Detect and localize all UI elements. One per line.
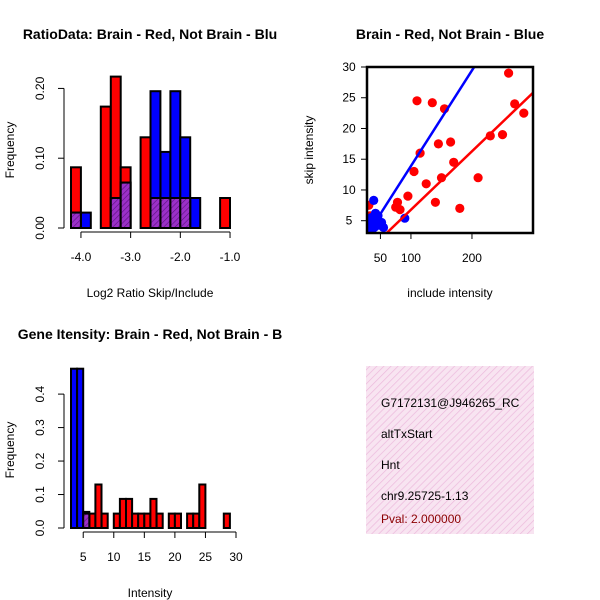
y-tick-label: 0.0 [33, 519, 47, 536]
histogram-bar-not-brain [76, 367, 85, 530]
histogram-bar-brain [139, 136, 152, 229]
info-panel: G7172131@J946265_RC altTxStart Hnt chr9.… [366, 366, 534, 534]
scatter-point-brain [473, 173, 483, 183]
pval-text: Pval: 2.000000 [381, 512, 461, 526]
x-axis-label: Intensity [128, 586, 173, 600]
histogram-bar-brain [222, 512, 231, 529]
y-tick-label: 0.00 [33, 216, 47, 240]
y-tick-label: 5 [346, 214, 353, 228]
y-tick-label: 20 [342, 121, 356, 135]
scatter-point-brain [409, 166, 419, 177]
plot-frame [365, 65, 535, 235]
scatter-point-not-brain [378, 222, 389, 233]
scatter-point-brain [504, 68, 514, 78]
chart-title: Brain - Red, Not Brain - Blue [356, 26, 544, 42]
scatter-point-brain [455, 203, 465, 213]
histogram-bar-not-brain [79, 211, 92, 230]
scatter-point-brain [392, 197, 403, 207]
scatter-point-brain [446, 137, 456, 147]
histogram-bar-overlap [179, 197, 192, 229]
x-axis-label: Log2 Ratio Skip/Include [87, 286, 214, 300]
histogram-bar-brain [149, 497, 158, 529]
gene-name-text: Hnt [381, 458, 400, 472]
scatter-point-brain [497, 130, 508, 140]
histogram-bar-overlap [70, 211, 82, 230]
scatter-point-brain [510, 99, 520, 109]
scatter-point-brain [421, 179, 431, 189]
y-tick-label: 15 [342, 152, 356, 166]
histogram-bar-overlap [109, 197, 122, 229]
x-tick-label: 5 [80, 550, 87, 564]
x-tick-label: 15 [138, 550, 152, 564]
y-axis-label: skip intensity [302, 116, 316, 185]
x-tick-label: 30 [229, 550, 243, 564]
histogram-bar-brain [155, 512, 164, 529]
y-axis-label: Frequency [3, 422, 17, 479]
probe-id-text: G7172131@J946265_RC [381, 396, 520, 410]
scatter-point-brain [433, 139, 443, 149]
event-type-text: altTxStart [381, 427, 433, 441]
scatter-point-not-brain [369, 195, 379, 205]
y-tick-label: 0.4 [33, 385, 47, 402]
histogram-bar-brain [198, 483, 207, 529]
x-tick-label: -4.0 [71, 250, 92, 264]
chart-title: RatioData: Brain - Red, Not Brain - Blu [23, 26, 277, 42]
y-tick-label: 0.1 [33, 486, 47, 503]
x-tick-label: -1.0 [220, 250, 241, 264]
scatter-point-brain [485, 131, 495, 141]
info-background [366, 366, 534, 534]
histogram-bar-overlap [159, 197, 172, 229]
x-tick-label: 200 [462, 251, 482, 265]
scatter-point-brain [449, 157, 459, 167]
histogram-bar-overlap [119, 181, 132, 230]
histogram-bar-brain [94, 483, 103, 529]
y-tick-label: 0.10 [33, 146, 47, 170]
scatter-point-brain [427, 98, 437, 108]
regression-line-brain-fit [384, 91, 533, 233]
y-tick-label: 10 [342, 183, 356, 197]
y-tick-label: 30 [342, 60, 356, 74]
x-tick-label: -2.0 [170, 250, 191, 264]
histogram-bar-overlap [169, 197, 182, 229]
histogram-bar-overlap [149, 197, 162, 229]
scatter-point-brain [395, 205, 405, 215]
intensity-histogram-panel: Gene Itensity: Brain - Red, Not Brain - … [3, 326, 282, 600]
histogram-bar-brain [99, 105, 112, 229]
intensity-scatter-panel: Brain - Red, Not Brain - Blue include in… [302, 26, 544, 300]
histogram-bar-brain [100, 512, 109, 529]
scatter-point-brain [430, 197, 440, 207]
x-tick-label: 20 [168, 550, 182, 564]
x-tick-label: 100 [401, 251, 421, 265]
y-tick-label: 0.3 [33, 419, 47, 436]
x-tick-label: 50 [374, 251, 388, 265]
y-tick-label: 25 [342, 91, 356, 105]
x-tick-label: 10 [107, 550, 121, 564]
x-axis-label: include intensity [407, 286, 492, 300]
x-tick-label: 25 [199, 550, 213, 564]
regression-line-not-brain-fit [367, 67, 476, 233]
scatter-point-not-brain [400, 213, 410, 223]
histogram-bar-brain [173, 512, 182, 529]
y-tick-label: 0.2 [33, 452, 47, 469]
scatter-point-brain [412, 96, 422, 106]
y-axis-label: Frequency [3, 122, 17, 179]
histogram-bar-overlap [82, 512, 91, 529]
x-tick-label: -3.0 [120, 250, 141, 264]
location-text: chr9.25725-1.13 [381, 489, 469, 503]
scatter-point-brain [519, 108, 529, 118]
chart-title: Gene Itensity: Brain - Red, Not Brain - … [18, 326, 282, 342]
histogram-bar-not-brain [189, 197, 202, 229]
histogram-bar-brain [219, 197, 232, 229]
ratio-histogram-panel: RatioData: Brain - Red, Not Brain - Blu … [3, 26, 277, 300]
scatter-point-brain [403, 191, 413, 201]
y-tick-label: 0.20 [33, 76, 47, 100]
